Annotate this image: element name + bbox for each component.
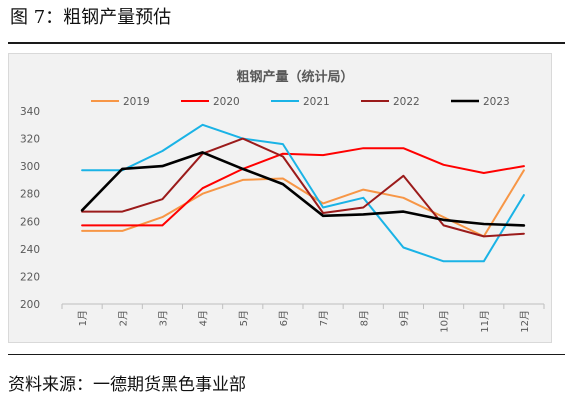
y-tick-label: 280: [20, 189, 40, 201]
chart-title: 粗钢产量（统计局）: [236, 69, 353, 85]
x-tick-label: 11月: [479, 310, 491, 333]
legend-label-2019: 2019: [123, 96, 150, 108]
figure-title: 图 7：粗钢产量预估: [10, 7, 172, 28]
x-tick-label: 9月: [398, 310, 410, 326]
x-tick-label: 7月: [318, 310, 330, 326]
series-line-2023: [80, 151, 526, 227]
x-tick-label: 3月: [157, 310, 169, 326]
y-tick-label: 220: [20, 271, 40, 283]
legend: 2019 2020 2021 2022 2023: [91, 96, 510, 108]
y-axis: 200 220 240 260 280 300 320 340: [20, 106, 40, 311]
x-tick-label: 6月: [278, 310, 290, 326]
y-tick-label: 300: [20, 161, 40, 173]
x-tick-label: 12月: [519, 310, 531, 333]
x-axis: 1月 2月 3月 4月 5月 6月 7月 8月 9月 10月 11月 12月: [61, 303, 545, 333]
x-tick-label: 2月: [117, 310, 129, 326]
series-line-2022: [81, 137, 525, 238]
source-note: 资料来源：一德期货黑色事业部: [8, 375, 246, 395]
plot-area: [80, 123, 526, 263]
bottom-rule: [8, 354, 565, 355]
series-line-2020: [81, 147, 525, 227]
legend-label-2020: 2020: [213, 96, 240, 108]
y-tick-label: 200: [20, 299, 40, 311]
legend-label-2022: 2022: [393, 96, 420, 108]
series-line-2021: [81, 123, 525, 263]
x-tick-label: 8月: [358, 310, 370, 326]
x-tick-label: 5月: [238, 310, 250, 326]
legend-label-2021: 2021: [303, 96, 330, 108]
y-tick-label: 320: [20, 134, 40, 146]
x-tick-label: 4月: [198, 310, 210, 326]
line-chart: 粗钢产量（统计局） 2019 2020 2021 2022 2023 200 220 240…: [20, 69, 545, 333]
x-tick-label: 10月: [439, 310, 451, 333]
y-tick-label: 240: [20, 244, 40, 256]
legend-label-2023: 2023: [483, 96, 510, 108]
chart-panel: 粗钢产量（统计局） 2019 2020 2021 2022 2023 200 220 240…: [8, 53, 552, 343]
top-rule: [8, 42, 565, 44]
y-tick-label: 340: [20, 106, 40, 118]
y-tick-label: 260: [20, 216, 40, 228]
x-tick-label: 1月: [77, 310, 89, 326]
